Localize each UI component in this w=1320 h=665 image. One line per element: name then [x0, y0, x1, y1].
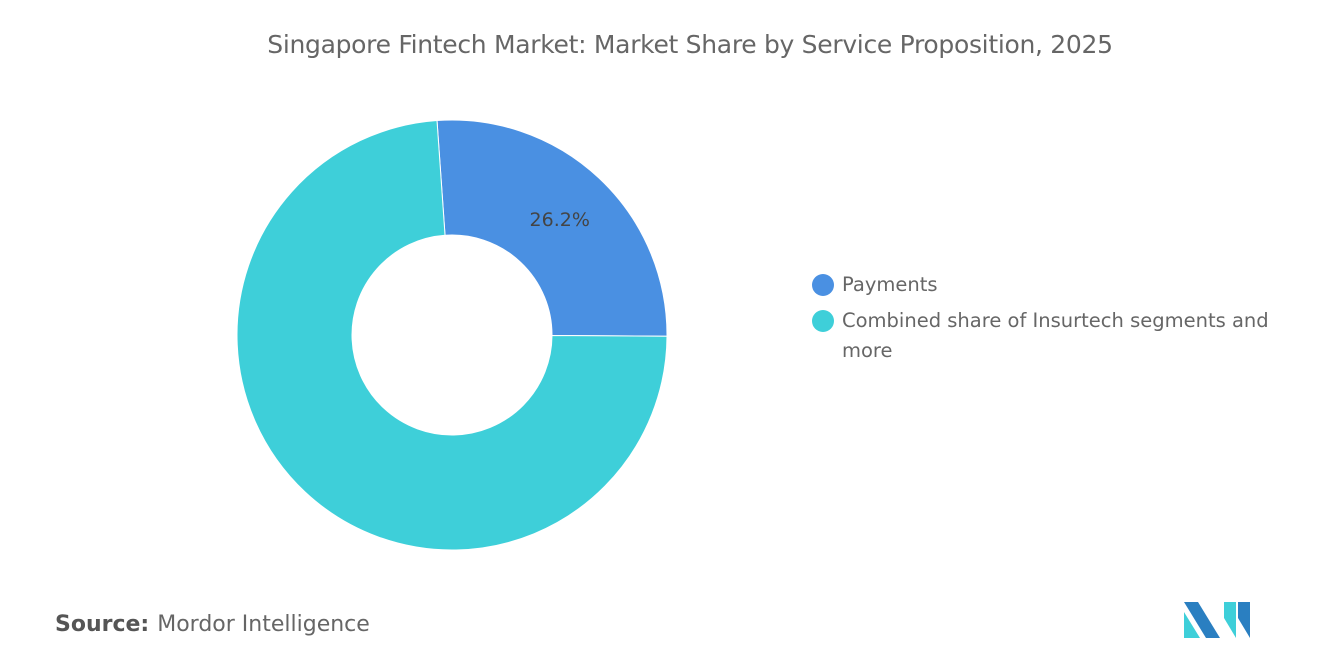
- legend: Payments Combined share of Insurtech seg…: [812, 270, 1292, 372]
- legend-swatch: [812, 274, 834, 296]
- source-value: Mordor Intelligence: [157, 612, 370, 637]
- chart-title: Singapore Fintech Market: Market Share b…: [267, 30, 1113, 59]
- source: Source: Mordor Intelligence: [55, 612, 370, 637]
- data-label: 26.2%: [530, 209, 590, 231]
- legend-label: Payments: [842, 273, 938, 296]
- legend-item-payments: Payments: [812, 270, 1292, 300]
- donut-slice: [236, 119, 668, 551]
- legend-item-insurtech: Combined share of Insurtech segments and…: [812, 306, 1292, 366]
- source-label: Source:: [55, 612, 150, 637]
- donut-slice: [436, 119, 668, 337]
- legend-swatch: [812, 310, 834, 332]
- mordor-logo: [1184, 602, 1250, 638]
- legend-label: Combined share of Insurtech segments and…: [842, 309, 1269, 362]
